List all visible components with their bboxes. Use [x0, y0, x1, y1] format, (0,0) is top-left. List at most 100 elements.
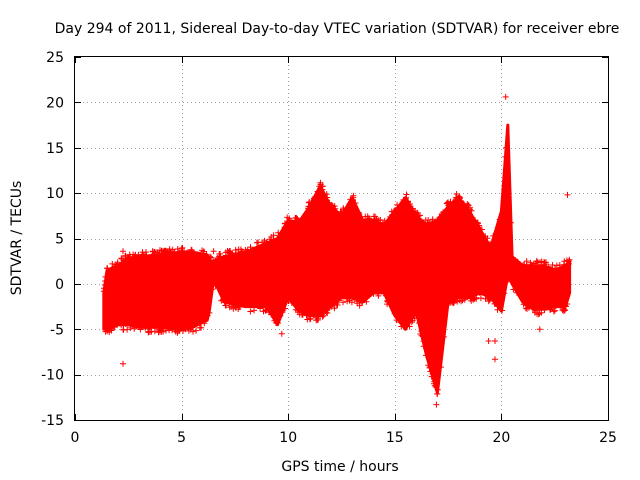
data-point — [176, 327, 183, 334]
y-tick-label: 10 — [46, 186, 64, 202]
data-point — [340, 206, 347, 213]
data-point — [174, 324, 181, 330]
data-point — [391, 310, 398, 317]
y-tick-label: 0 — [55, 277, 64, 293]
data-point — [300, 307, 307, 314]
data-point — [549, 262, 556, 268]
data-point — [482, 295, 489, 302]
data-point — [435, 216, 442, 222]
data-point — [275, 232, 282, 239]
data-point — [527, 262, 534, 269]
data-point — [486, 242, 493, 249]
data-point — [142, 324, 149, 331]
data-point — [286, 295, 293, 302]
data-point — [408, 206, 415, 213]
data-point — [410, 309, 417, 316]
data-point — [490, 232, 497, 239]
data-point — [145, 328, 152, 335]
data-point — [214, 282, 221, 289]
data-point — [305, 205, 311, 212]
data-point — [494, 306, 501, 313]
data-point — [501, 290, 508, 297]
data-point — [468, 207, 475, 214]
data-point — [295, 219, 302, 226]
data-point — [566, 256, 573, 263]
data-point — [219, 256, 226, 263]
data-point — [257, 305, 264, 312]
data-point — [231, 302, 238, 309]
data-point — [188, 246, 195, 253]
outlier-point — [453, 191, 460, 197]
data-point — [431, 378, 438, 385]
data-point — [122, 252, 129, 259]
data-series — [100, 93, 573, 408]
data-point — [107, 326, 114, 333]
data-point — [184, 251, 191, 258]
data-point — [190, 251, 197, 258]
data-point — [230, 253, 237, 260]
outlier-point — [433, 401, 440, 408]
data-point — [384, 298, 391, 305]
data-point — [356, 211, 363, 217]
data-point — [131, 325, 138, 332]
data-point — [532, 260, 539, 267]
data-point — [409, 205, 416, 212]
data-point — [284, 214, 291, 221]
data-point — [375, 292, 382, 299]
data-point — [136, 254, 143, 261]
data-point — [456, 195, 463, 201]
data-point — [310, 311, 317, 318]
data-point — [101, 282, 108, 288]
data-point — [311, 195, 318, 202]
y-tick-label: 20 — [46, 95, 64, 111]
data-point — [306, 316, 313, 323]
data-point — [346, 295, 353, 302]
data-point — [542, 304, 549, 311]
data-point — [185, 327, 192, 334]
data-point — [120, 321, 127, 328]
x-tick-label: 5 — [177, 430, 186, 446]
data-point — [428, 373, 435, 380]
data-point — [270, 232, 277, 239]
data-point — [338, 214, 345, 221]
data-point — [545, 303, 552, 310]
data-point — [109, 260, 116, 267]
data-point — [113, 262, 120, 269]
data-point — [165, 250, 172, 257]
data-point — [232, 247, 239, 253]
data-point — [412, 209, 419, 216]
data-point — [385, 218, 391, 225]
y-tick-label: 15 — [46, 141, 64, 157]
data-point — [223, 302, 230, 309]
data-point — [491, 300, 498, 307]
data-point — [245, 301, 252, 308]
data-point — [513, 289, 520, 296]
data-point — [377, 216, 384, 223]
data-point — [399, 199, 406, 206]
data-point — [254, 245, 261, 252]
data-point — [363, 298, 370, 305]
data-point — [458, 198, 464, 204]
data-point — [222, 252, 229, 259]
data-point — [239, 248, 246, 255]
data-point — [314, 188, 321, 195]
data-point — [313, 317, 320, 324]
data-point — [196, 324, 203, 331]
data-point — [447, 198, 454, 205]
data-point — [381, 223, 388, 230]
outlier-point — [536, 326, 543, 333]
data-point — [496, 216, 503, 223]
data-point — [193, 327, 200, 334]
outlier-point — [278, 330, 285, 337]
data-point — [247, 308, 254, 315]
data-point — [101, 285, 107, 292]
data-point — [485, 295, 492, 301]
data-point — [251, 307, 258, 314]
data-point — [275, 229, 282, 236]
data-point — [350, 192, 357, 199]
data-point — [426, 364, 433, 371]
data-point — [281, 220, 288, 227]
data-point — [346, 201, 353, 207]
data-point — [205, 257, 212, 263]
